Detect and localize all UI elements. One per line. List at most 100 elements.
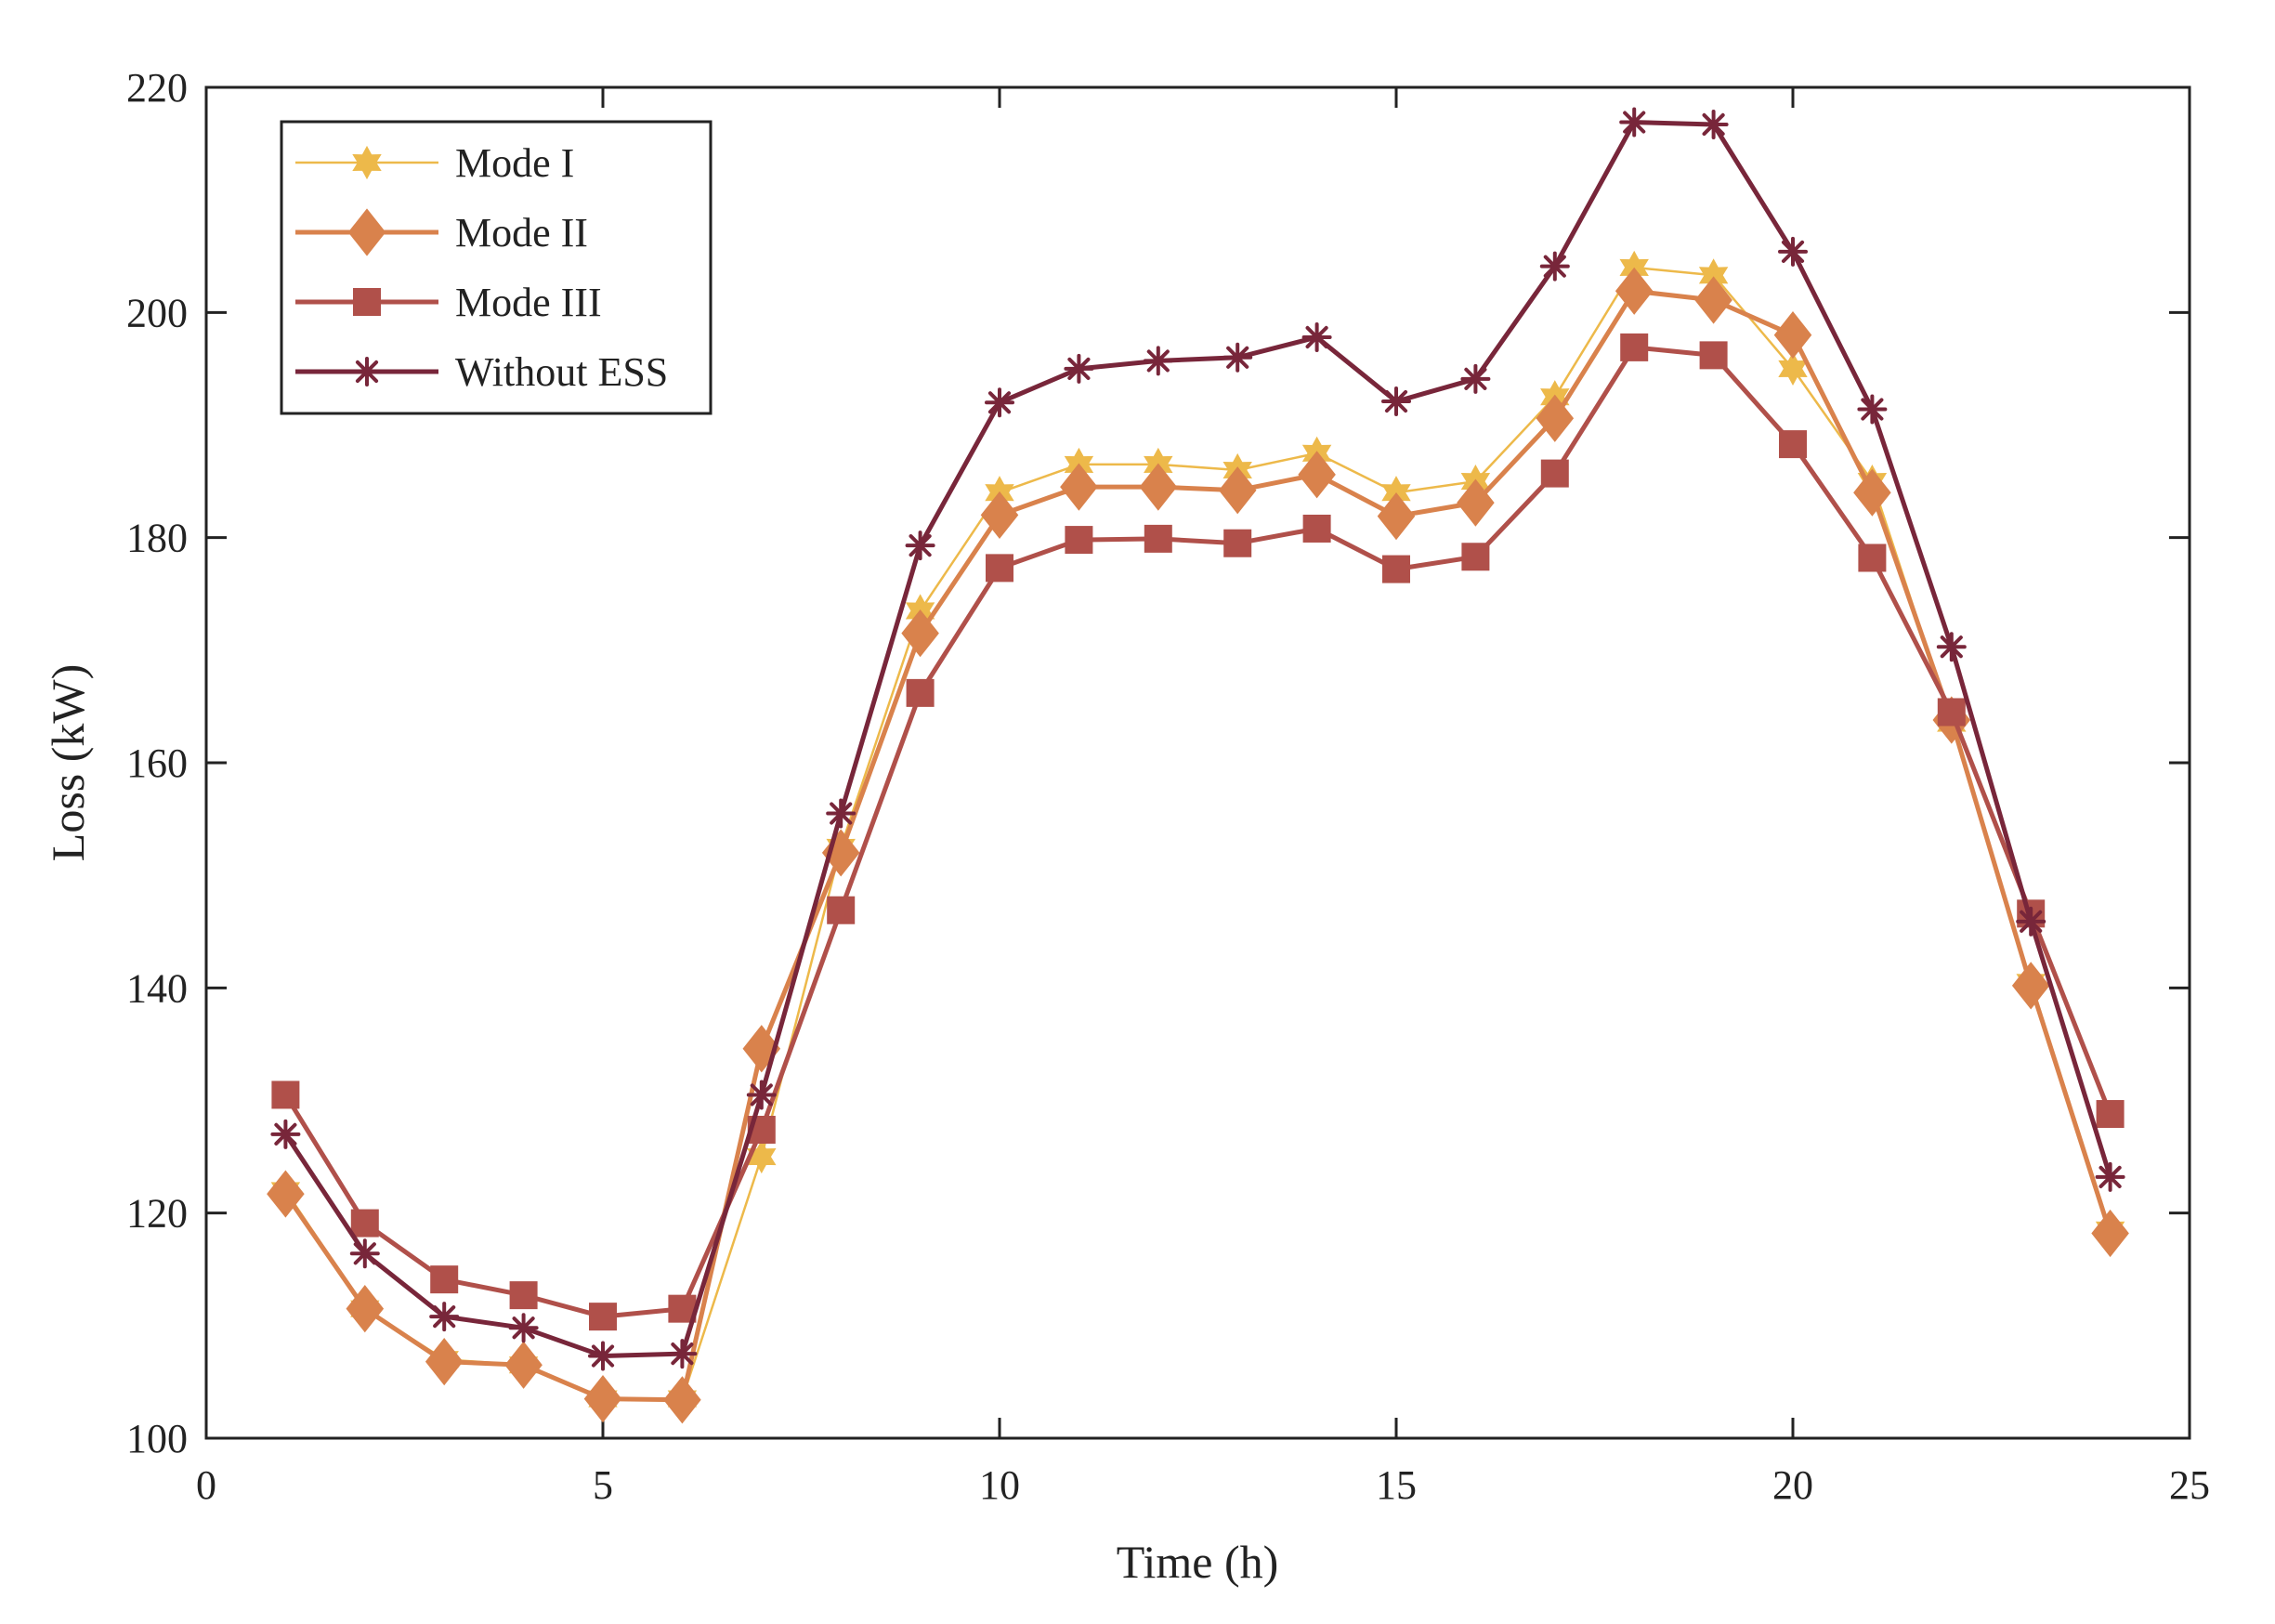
data-point: [430, 1265, 459, 1294]
data-point: [2016, 906, 2046, 936]
data-point: [667, 1339, 698, 1369]
x-tick-label: 25: [2169, 1462, 2210, 1508]
legend-label: Without ESS: [455, 349, 668, 395]
legend-entry: Mode I: [295, 140, 574, 186]
data-point: [509, 1281, 538, 1310]
legend: Mode I Mode II Mode III Without ESS: [280, 120, 713, 415]
data-point: [504, 1341, 543, 1389]
data-point: [1457, 478, 1495, 527]
legend-entry: Without ESS: [295, 349, 668, 395]
data-point: [1853, 468, 1891, 517]
data-point: [663, 1376, 701, 1424]
data-point: [1779, 430, 1807, 459]
data-point: [1222, 342, 1253, 373]
data-point: [1218, 466, 1257, 515]
x-axis-ticks: 0 5 10 15 20 25: [196, 87, 2210, 1508]
legend-marker: [352, 145, 382, 180]
data-point: [1536, 394, 1575, 442]
data-point: [986, 554, 1013, 583]
data-point: [747, 1140, 777, 1174]
data-point: [1144, 524, 1172, 553]
data-point: [2011, 962, 2050, 1010]
legend-label: Mode I: [455, 140, 574, 186]
y-tick-label: 200: [126, 290, 188, 335]
data-point: [1937, 698, 1966, 727]
data-point: [429, 1302, 460, 1332]
data-point: [746, 1080, 777, 1110]
data-point: [985, 387, 1014, 418]
data-point: [1064, 353, 1094, 384]
data-point: [271, 1080, 300, 1109]
x-tick-label: 5: [593, 1462, 613, 1508]
data-point: [1377, 492, 1416, 541]
data-point: [350, 1209, 379, 1238]
data-point: [1460, 363, 1491, 394]
y-axis-title: Loss (kW): [42, 664, 94, 861]
data-point: [1381, 386, 1411, 417]
data-point: [1778, 236, 1808, 267]
data-point: [270, 1119, 301, 1149]
data-point: [1223, 529, 1252, 557]
series-line: [283, 120, 2112, 1358]
legend-entry: Mode III: [295, 280, 602, 325]
x-axis-title: Time (h): [1117, 1536, 1279, 1588]
data-point: [588, 1341, 618, 1371]
data-point: [1619, 107, 1650, 138]
data-point: [1857, 394, 1888, 425]
data-point: [1060, 463, 1098, 511]
data-point: [589, 1303, 617, 1331]
data-point: [583, 1374, 622, 1423]
data-point: [1540, 459, 1569, 488]
y-tick-label: 180: [126, 516, 188, 561]
legend-label: Mode III: [455, 280, 602, 325]
data-point: [1539, 251, 1570, 282]
data-point: [1699, 341, 1728, 370]
y-axis-ticks: 100 120 140 160 180 200 220: [126, 65, 2190, 1461]
data-point: [826, 798, 856, 829]
data-point: [1065, 526, 1093, 555]
legend-marker: [352, 357, 382, 386]
y-tick-label: 160: [126, 740, 188, 786]
data-point: [346, 1285, 385, 1333]
x-tick-label: 0: [196, 1462, 216, 1508]
data-point: [905, 530, 935, 561]
data-point: [1143, 346, 1173, 376]
series-mode-iii: [271, 333, 2125, 1331]
legend-marker: [353, 288, 381, 316]
data-point: [1461, 543, 1490, 571]
y-tick-label: 120: [126, 1191, 188, 1237]
legend-label: Mode II: [455, 210, 588, 255]
y-tick-label: 140: [126, 965, 188, 1011]
data-point: [827, 896, 856, 924]
data-point: [1620, 333, 1649, 361]
data-point: [349, 1238, 380, 1269]
data-point: [1773, 310, 1812, 360]
data-point: [1615, 267, 1654, 315]
series-layer: [267, 107, 2129, 1424]
data-point: [1694, 276, 1732, 324]
series-mode-ii: [267, 267, 2129, 1424]
series-without-ess: [270, 107, 2125, 1371]
legend-entry: Mode II: [295, 208, 588, 256]
data-point: [1298, 451, 1336, 499]
data-point: [267, 1170, 305, 1218]
data-point: [1858, 544, 1887, 572]
data-point: [1302, 514, 1331, 543]
data-point: [1139, 463, 1178, 511]
data-point: [2095, 1161, 2125, 1192]
data-point: [901, 609, 939, 658]
data-point: [425, 1337, 464, 1386]
data-point: [1382, 555, 1410, 583]
legend-marker: [347, 208, 386, 256]
data-point: [1301, 321, 1332, 352]
data-point: [508, 1313, 539, 1343]
y-tick-label: 100: [126, 1416, 188, 1461]
data-point: [1936, 632, 1967, 662]
data-point: [980, 491, 1019, 540]
x-tick-label: 15: [1376, 1462, 1417, 1508]
data-point: [906, 678, 935, 707]
x-tick-label: 10: [979, 1462, 1020, 1508]
y-tick-label: 220: [126, 65, 188, 111]
data-point: [1698, 109, 1729, 139]
